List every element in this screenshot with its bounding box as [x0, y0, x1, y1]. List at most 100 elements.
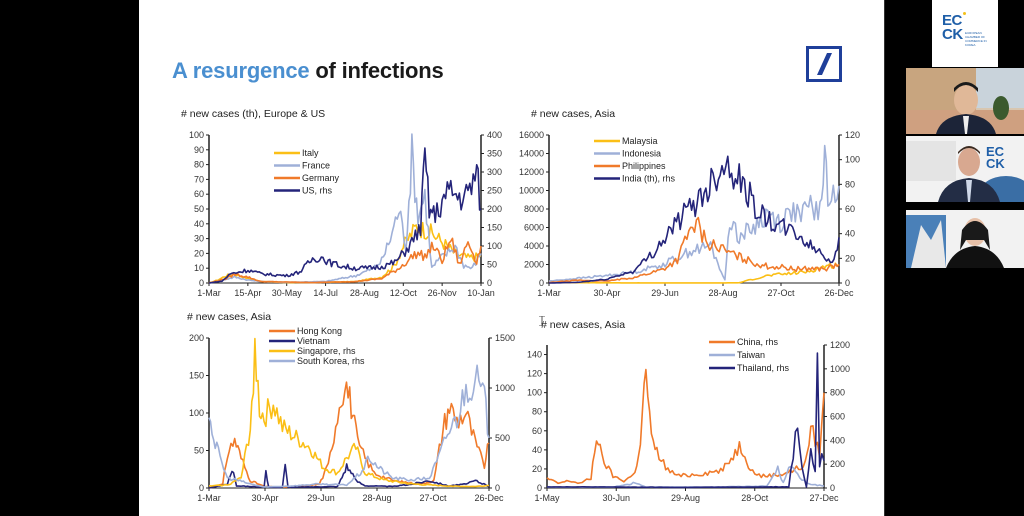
- chart-asia-1: 0 2000 4000 6000 8000 10000 12000 14000 16000 0 20…: [509, 125, 884, 305]
- x-tick-label: 30-Apr: [251, 493, 278, 503]
- chart-europe-us: 0 10 20 30 40 50 60 70 80 90 100 0 50 100 150 200 250 300…: [139, 125, 509, 305]
- chart-svg: 0 10 20 30 40 50 60 70 80 90 100 0 50 100 150 200 250 300…: [189, 130, 502, 298]
- y-tick-label-left: 60: [532, 426, 542, 436]
- y-tick-label-right: 250: [487, 186, 502, 196]
- series-line-italy: [208, 221, 482, 284]
- x-tick-label: 1-Mar: [197, 493, 221, 503]
- slide-title-highlight: A resurgence: [172, 58, 310, 83]
- x-tick-label: 1-Mar: [197, 288, 221, 298]
- legend-label: China, rhs: [737, 337, 779, 347]
- legend-label: Taiwan: [737, 350, 765, 360]
- series-line-malaysia: [548, 262, 840, 284]
- chart-asia-2: 0 50 100 150 200 0 500 1000 1500 1-Mar 30-Apr 29-Ju…: [139, 325, 515, 510]
- y-tick-label-left: 8000: [524, 204, 544, 214]
- participants-panel: EC CK EUROPEAN CHAMBER OF COMMERCE IN KOR…: [884, 0, 1024, 516]
- participant-video-3[interactable]: [906, 210, 1024, 268]
- y-tick-label-right: 0: [487, 278, 492, 288]
- x-tick-label: 29-Jun: [307, 493, 335, 503]
- x-tick-label: 10-Jan: [467, 288, 495, 298]
- legend-label: India (th), rhs: [622, 174, 676, 184]
- y-tick-label-right: 350: [487, 149, 502, 159]
- chart-svg: 0 20 40 60 80 100 120 140 0 200 400 600 800 1000 1200 1…: [527, 337, 850, 503]
- legend-label: Philippines: [622, 161, 666, 171]
- x-tick-label: 1-May: [534, 493, 560, 503]
- chart-3-title: # new cases, Asia: [187, 311, 272, 323]
- legend-label: Thailand, rhs: [737, 363, 790, 373]
- y-tick-label-left: 0: [199, 278, 204, 288]
- y-tick-label-left: 16000: [519, 130, 544, 140]
- y-tick-label-left: 0: [539, 278, 544, 288]
- y-tick-label-right: 20: [845, 253, 855, 263]
- y-tick-label-left: 12000: [519, 167, 544, 177]
- x-tick-label: 30-May: [272, 288, 303, 298]
- ecck-star-icon: [963, 12, 966, 15]
- y-tick-label-right: 80: [845, 179, 855, 189]
- series-line-south-korea-rhs: [208, 364, 490, 488]
- ecck-subtitle: EUROPEAN CHAMBER OF COMMERCE IN KOREA: [965, 31, 987, 47]
- series-line-thailand-rhs: [547, 352, 825, 489]
- y-tick-label-right: 300: [487, 167, 502, 177]
- series-line-us-rhs: [208, 147, 482, 284]
- y-tick-label-right: 200: [830, 459, 845, 469]
- x-tick-label: 30-Jun: [602, 493, 630, 503]
- ecck-logo-tile[interactable]: EC CK EUROPEAN CHAMBER OF COMMERCE IN KOR…: [932, 0, 998, 67]
- y-tick-label-right: 60: [845, 204, 855, 214]
- x-tick-label: 28-Aug: [362, 493, 391, 503]
- y-tick-label-right: 200: [487, 204, 502, 214]
- x-tick-label: 30-Apr: [593, 288, 620, 298]
- x-tick-label: 27-Oct: [419, 493, 447, 503]
- chart-1-title: # new cases (th), Europe & US: [181, 108, 326, 120]
- chart-svg: 0 50 100 150 200 0 500 1000 1500 1-Mar 30-Apr 29-Ju…: [189, 326, 515, 503]
- series-line-india-th-rhs: [549, 155, 840, 284]
- x-tick-label: 26-Dec: [824, 288, 854, 298]
- presentation-slide: A resurgence of infections # new cases (…: [139, 0, 884, 516]
- x-tick-label: 28-Aug: [350, 288, 379, 298]
- participant-video-2[interactable]: EC CK: [906, 136, 1024, 202]
- y-tick-label-left: 70: [194, 174, 204, 184]
- y-tick-label-left: 100: [527, 388, 542, 398]
- series-line-china-rhs: [546, 368, 825, 485]
- y-tick-label-left: 2000: [524, 260, 544, 270]
- text-cursor-icon: [539, 313, 545, 327]
- y-tick-label-left: 6000: [524, 223, 544, 233]
- legend-label: Malaysia: [622, 136, 658, 146]
- y-tick-label-left: 90: [194, 145, 204, 155]
- legend-label: Hong Kong: [297, 326, 342, 336]
- series-line-germany: [208, 237, 482, 284]
- participant-video-1[interactable]: [906, 68, 1024, 134]
- x-tick-label: 14-Jul: [313, 288, 338, 298]
- y-tick-label-left: 80: [532, 407, 542, 417]
- chart-asia-3: 0 20 40 60 80 100 120 140 0 200 400 600 800 1000 1200 1…: [509, 335, 884, 510]
- y-tick-label-right: 0: [845, 278, 850, 288]
- y-tick-label-left: 4000: [524, 241, 544, 251]
- legend-label: South Korea, rhs: [297, 356, 365, 366]
- y-tick-label-left: 20: [532, 464, 542, 474]
- y-tick-label-left: 10000: [519, 186, 544, 196]
- y-tick-label-left: 20: [194, 248, 204, 258]
- series-line-vietnam: [208, 463, 490, 489]
- y-tick-label-left: 200: [189, 333, 204, 343]
- chart-2-title: # new cases, Asia: [531, 108, 616, 120]
- y-tick-label-left: 0: [537, 483, 542, 493]
- y-tick-label-left: 40: [194, 219, 204, 229]
- svg-text:CK: CK: [986, 156, 1005, 171]
- x-tick-label: 27-Oct: [767, 288, 795, 298]
- legend-label: Germany: [302, 173, 340, 183]
- x-tick-label: 29-Aug: [671, 493, 700, 503]
- y-tick-label-right: 1000: [495, 383, 515, 393]
- y-tick-label-right: 40: [845, 229, 855, 239]
- y-tick-label-left: 14000: [519, 149, 544, 159]
- chart-svg: 0 2000 4000 6000 8000 10000 12000 14000 16000 0 20…: [519, 130, 860, 298]
- y-tick-label-left: 120: [527, 369, 542, 379]
- y-tick-label-right: 120: [845, 130, 860, 140]
- deutsche-bank-logo: [806, 46, 842, 82]
- legend-label: Indonesia: [622, 149, 661, 159]
- series-line-france: [208, 133, 482, 284]
- chart-4-title: # new cases, Asia: [541, 319, 626, 331]
- legend-label: Italy: [302, 148, 319, 158]
- series-line-taiwan: [546, 465, 825, 488]
- series-line-hong-kong: [208, 381, 490, 489]
- y-tick-label-left: 80: [194, 160, 204, 170]
- y-tick-label-right: 500: [495, 433, 510, 443]
- y-tick-label-left: 50: [194, 446, 204, 456]
